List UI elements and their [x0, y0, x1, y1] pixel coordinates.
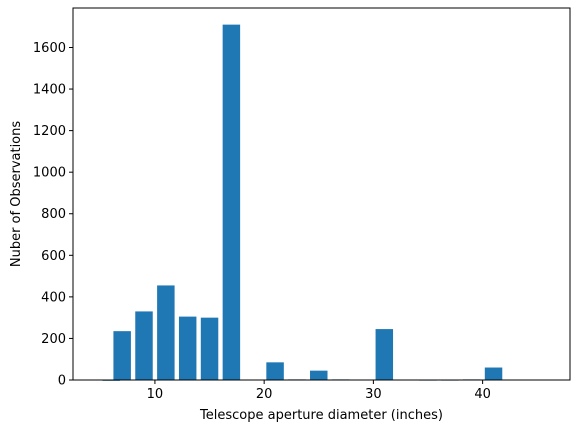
x-tick-label: 10 [147, 387, 164, 402]
bar [200, 317, 219, 380]
y-tick-label: 600 [41, 249, 66, 264]
y-tick-label: 800 [41, 207, 66, 222]
y-axis-ticks: 0 200 400 600 800 1000 1200 1400 1600 [33, 41, 73, 389]
x-axis-ticks: 10 20 30 40 [147, 380, 491, 402]
y-tick-label: 1600 [33, 41, 66, 56]
x-tick-label: 40 [474, 387, 491, 402]
bar [266, 362, 284, 380]
x-tick-label: 20 [256, 387, 273, 402]
y-tick-label: 0 [58, 374, 66, 389]
bar [113, 331, 131, 380]
bar [178, 316, 197, 380]
bar [222, 24, 241, 380]
bars-group [102, 24, 546, 381]
x-axis-label: Telescope aperture diameter (inches) [199, 408, 443, 423]
y-tick-label: 400 [41, 290, 66, 305]
bar [135, 311, 153, 380]
y-tick-label: 200 [41, 332, 66, 347]
y-axis-label: Nuber of Observations [9, 121, 24, 268]
y-tick-label: 1200 [33, 124, 66, 139]
y-tick-label: 1000 [33, 166, 66, 181]
bar [375, 329, 394, 380]
bar [157, 285, 175, 380]
x-tick-label: 30 [365, 387, 382, 402]
y-tick-label: 1400 [33, 83, 66, 98]
bar [484, 367, 503, 380]
plot-frame [72, 7, 571, 381]
bar [310, 370, 328, 380]
